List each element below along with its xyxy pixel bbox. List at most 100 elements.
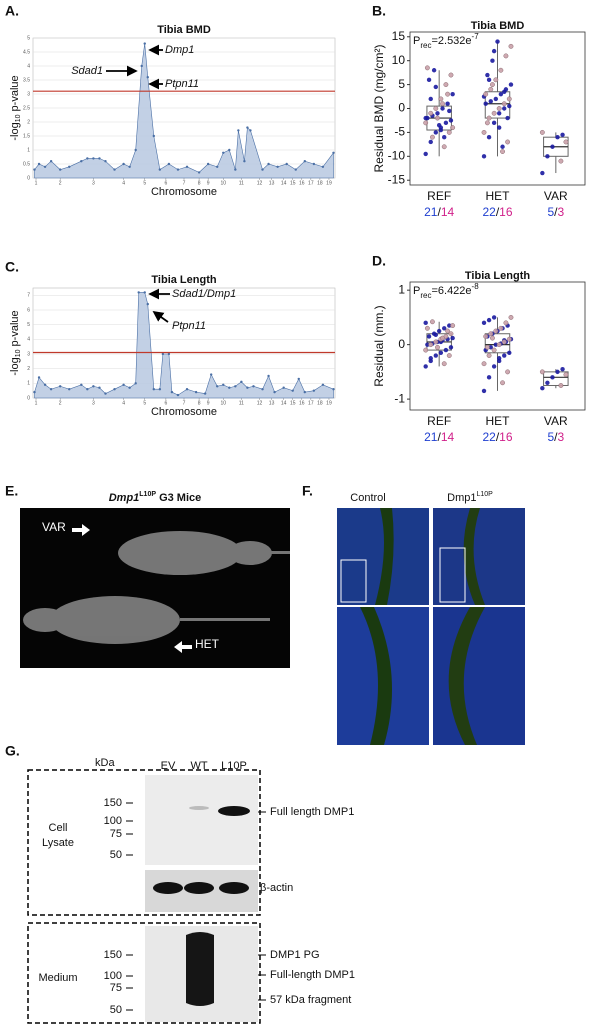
annotation-part: -7 [472, 32, 480, 41]
point [545, 154, 550, 159]
marker-label: 75 [110, 828, 122, 840]
count-part: / [496, 205, 500, 219]
point [539, 369, 545, 375]
x-tick-label: 18 [317, 180, 323, 186]
y-tick-label: 7 [27, 293, 30, 299]
dashed-box [27, 922, 261, 1024]
point [332, 388, 335, 391]
point [234, 385, 237, 388]
point [429, 319, 435, 325]
point [122, 383, 125, 386]
point [237, 129, 240, 132]
count-part: 16 [499, 205, 513, 219]
chart-title: Tibia BMD [157, 24, 211, 36]
annotation: Prec=2.532e-7 [413, 32, 479, 50]
point [176, 168, 180, 171]
point [550, 375, 555, 380]
point [489, 82, 495, 88]
point [267, 162, 270, 166]
point [433, 84, 438, 90]
x-tick-label: 15 [290, 180, 296, 186]
y-tick-label: -15 [388, 172, 406, 186]
point [485, 72, 490, 78]
point [152, 388, 155, 391]
x-tick-label: 17 [308, 180, 314, 186]
point [104, 392, 107, 395]
x-tick-label: 10 [220, 400, 226, 406]
y-tick-label: 15 [392, 29, 406, 43]
point [98, 386, 101, 389]
point [495, 39, 500, 44]
y-tick-label: 2 [27, 119, 30, 125]
point [243, 160, 246, 163]
point [228, 148, 231, 152]
point [234, 168, 237, 171]
marker-label: 100 [104, 815, 122, 827]
point [481, 154, 487, 159]
x-tick-label: 2 [59, 400, 62, 406]
point [481, 129, 487, 135]
point [104, 160, 107, 163]
point [285, 162, 288, 166]
section-label: Medium [38, 972, 77, 984]
point [423, 320, 428, 326]
point [37, 376, 41, 379]
xray-title: Dmp1L10P G3 Mice [109, 491, 202, 504]
point [297, 377, 300, 381]
point [321, 165, 325, 168]
y-tick-label: 5 [27, 35, 30, 41]
x-tick-label: 4 [122, 180, 125, 186]
point [493, 77, 499, 83]
point [433, 130, 438, 135]
panel-label: C. [5, 259, 19, 275]
point [484, 344, 490, 350]
point [500, 144, 505, 149]
point [486, 115, 492, 121]
y-tick-label: 4 [27, 337, 30, 343]
kda-label: kDa [95, 757, 115, 769]
point [33, 168, 36, 171]
x-tick-label: 3 [92, 180, 95, 186]
count-label: 21/14 [424, 205, 454, 219]
plot-frame [409, 281, 586, 411]
band-label: 57 kDa fragment [270, 994, 351, 1006]
point [491, 110, 497, 116]
y-tick-label: 1 [398, 282, 405, 296]
panel-label: G. [5, 743, 20, 759]
y-axis-label-part: p-value [9, 310, 21, 349]
x-axis-label: Chromosome [151, 186, 217, 198]
point [176, 393, 180, 397]
count-part: 16 [499, 430, 513, 444]
count-part: / [554, 205, 558, 219]
point [92, 385, 95, 388]
point [507, 103, 512, 109]
annotation: Ptpn11 [165, 78, 199, 90]
point [490, 58, 495, 63]
chart-title: Tibia Length [151, 274, 216, 286]
point [143, 42, 146, 45]
title-part: L10P [139, 491, 156, 498]
point [128, 386, 131, 389]
point [489, 335, 495, 341]
box [484, 333, 511, 354]
point [540, 170, 545, 176]
point [481, 388, 487, 394]
point [441, 144, 447, 150]
point [438, 350, 444, 356]
marker-label: 75 [110, 982, 122, 994]
point [545, 380, 550, 385]
point [113, 388, 116, 391]
annotation: Prec=6.422e-8 [413, 282, 479, 300]
point [486, 375, 492, 380]
point [68, 165, 71, 168]
point [321, 383, 325, 386]
x-tick-label: 10 [220, 180, 226, 186]
band-label: Full length DMP1 [270, 806, 354, 818]
label-part: Dmp1 [447, 492, 476, 504]
point [433, 332, 438, 338]
point [540, 386, 545, 391]
point [216, 385, 219, 388]
x-tick-label: 11 [239, 400, 244, 406]
y-tick-label: 2.5 [23, 105, 30, 111]
